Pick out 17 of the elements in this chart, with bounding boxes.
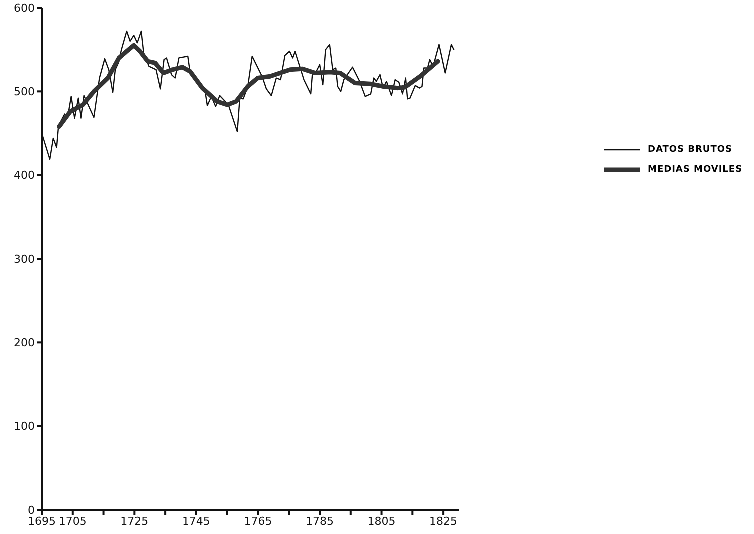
- y-tick-label: 400: [14, 169, 35, 182]
- x-tick-label: 1705: [58, 514, 87, 528]
- y-tick-label: 300: [14, 252, 35, 266]
- x-tick-label: 1745: [182, 514, 210, 528]
- legend-label: MEDIAS MOVILES: [648, 165, 743, 175]
- y-tick-label: 0: [28, 504, 35, 517]
- y-tick-label: 500: [14, 86, 35, 99]
- y-tick-label: 200: [14, 336, 35, 350]
- x-tick-label: 1825: [430, 514, 458, 528]
- legend-label: DATOS BRUTOS: [648, 145, 733, 155]
- x-tick-label: 1695: [28, 514, 56, 528]
- x-tick-label: 1785: [306, 514, 334, 528]
- x-tick-label: 1805: [368, 514, 396, 528]
- y-tick-label: 100: [14, 420, 35, 434]
- x-tick-label: 1765: [244, 514, 272, 528]
- y-tick-label: 600: [14, 2, 35, 15]
- x-tick-label: 1725: [120, 514, 149, 528]
